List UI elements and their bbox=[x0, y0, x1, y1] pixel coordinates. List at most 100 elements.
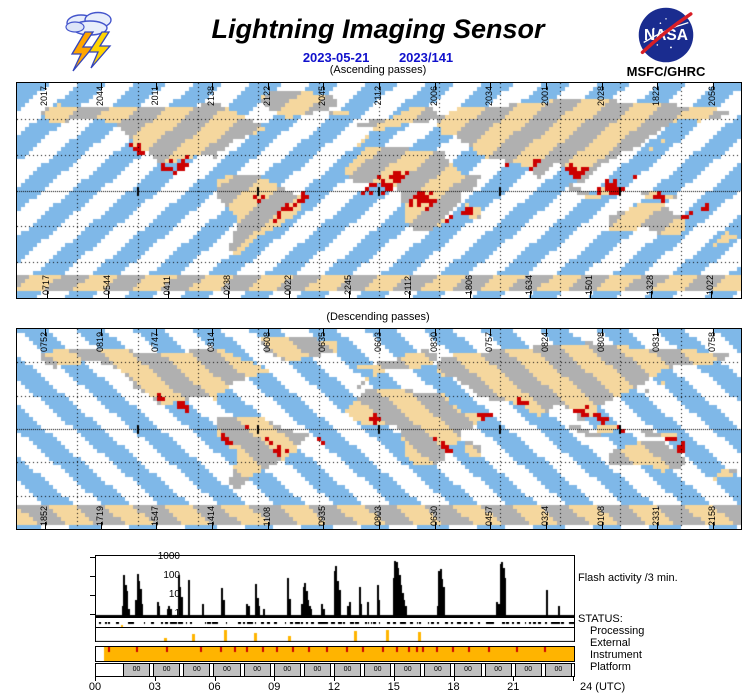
orbit-label-top: 0635 bbox=[318, 332, 327, 352]
orbit-block: 00 bbox=[454, 664, 481, 676]
orbit-label-top: 0757 bbox=[485, 332, 494, 352]
orbit-label-bottom: 1852 bbox=[40, 506, 49, 526]
orbit-label-top: 0824 bbox=[541, 332, 550, 352]
orbit-label-top: 2017 bbox=[40, 86, 49, 106]
orbit-label-top: 0831 bbox=[652, 332, 661, 352]
nasa-center-label: MSFC/GHRC bbox=[620, 64, 712, 79]
legend-processing: Processing bbox=[590, 625, 644, 637]
orbit-block: 00 bbox=[213, 664, 240, 676]
orbit-label-bottom: 1022 bbox=[706, 275, 715, 295]
orbit-label-top: 2028 bbox=[597, 86, 606, 106]
orbit-label-top: 1822 bbox=[652, 86, 661, 106]
orbit-block: 00 bbox=[334, 664, 361, 676]
page-header: Lightning Imaging Sensor 2023-05-21 2023… bbox=[0, 0, 756, 78]
hour-axis-label: 03 bbox=[140, 681, 170, 693]
orbit-block: 00 bbox=[304, 664, 331, 676]
orbit-label-bottom: 1328 bbox=[646, 275, 655, 295]
orbit-label-bottom: 2331 bbox=[652, 506, 661, 526]
platform-status-canvas bbox=[96, 647, 574, 661]
orbit-label-bottom: 1501 bbox=[585, 275, 594, 295]
orbit-label-bottom: 1806 bbox=[465, 275, 474, 295]
orbit-label-top: 2044 bbox=[96, 86, 105, 106]
orbit-label-top: 2034 bbox=[485, 86, 494, 106]
y-axis-tick-mark bbox=[90, 576, 95, 577]
orbit-label-top: 0747 bbox=[151, 332, 160, 352]
utc-axis-label: 24 (UTC) bbox=[580, 681, 625, 693]
orbit-block: 00 bbox=[424, 664, 451, 676]
orbit-label-bottom: 0717 bbox=[42, 275, 51, 295]
y-axis-tick-label: 100 bbox=[140, 570, 180, 581]
svg-text:NASA: NASA bbox=[644, 27, 688, 44]
orbit-label-bottom: 0544 bbox=[103, 275, 112, 295]
orbit-label-bottom: 1719 bbox=[96, 506, 105, 526]
descending-pass-map: 0752 0819 0747 0814 0608 0635 0603 0830 0757 0824… bbox=[16, 328, 742, 530]
orbit-block: 00 bbox=[183, 664, 210, 676]
orbit-label-top: 0808 bbox=[597, 332, 606, 352]
y-axis-tick-label: 1000 bbox=[140, 551, 180, 562]
y-axis-tick-mark bbox=[90, 614, 95, 615]
ascending-pass-map: 2017 2044 2011 2138 2122 2045 2112 2006 2034 2001… bbox=[16, 82, 742, 299]
orbit-block: 00 bbox=[244, 664, 271, 676]
orbit-label-top: 0608 bbox=[263, 332, 272, 352]
status-row-platform bbox=[95, 646, 575, 662]
orbit-label-top: 0819 bbox=[96, 332, 105, 352]
legend-platform: Platform bbox=[590, 661, 631, 673]
hour-axis-label: 00 bbox=[80, 681, 110, 693]
external-status-canvas bbox=[96, 628, 574, 642]
legend-instrument: Instrument bbox=[590, 649, 642, 661]
orbit-label-bottom: 0935 bbox=[318, 506, 327, 526]
legend-external: External bbox=[590, 637, 630, 649]
nasa-logo-block: NASA MSFC/GHRC bbox=[620, 4, 712, 76]
status-row-external bbox=[95, 627, 575, 643]
orbit-label-bottom: 0457 bbox=[485, 506, 494, 526]
orbit-label-top: 2056 bbox=[708, 86, 717, 106]
orbit-label-bottom: 0411 bbox=[163, 276, 172, 295]
orbit-label-top: 2011 bbox=[151, 86, 160, 105]
orbit-label-top: 0603 bbox=[374, 332, 383, 352]
orbit-label-top: 2006 bbox=[430, 86, 439, 106]
orbit-label-top: 0814 bbox=[207, 332, 216, 352]
y-axis-tick-mark bbox=[90, 595, 95, 596]
orbit-label-bottom: 1634 bbox=[525, 275, 534, 295]
orbit-label-top: 2045 bbox=[318, 86, 327, 106]
orbit-label-bottom: 0238 bbox=[223, 275, 232, 295]
orbit-block: 00 bbox=[485, 664, 512, 676]
hour-axis-label: 06 bbox=[200, 681, 230, 693]
orbit-label-top: 0830 bbox=[430, 332, 439, 352]
hour-axis-label: 21 bbox=[498, 681, 528, 693]
orbit-label-top: 2001 bbox=[541, 86, 550, 106]
activity-status-panel: Flash activity /3 min. STATUS: Processin… bbox=[0, 545, 756, 680]
orbit-label-top: 2112 bbox=[374, 86, 383, 105]
orbit-label-bottom: 2158 bbox=[708, 506, 717, 526]
status-legend-label: STATUS: bbox=[578, 613, 623, 625]
orbit-timeline-bar: 00 00 00 00 00 00 00 00 00 00 00 00 00 00 00 bbox=[95, 663, 575, 677]
y-axis-tick-label: 10 bbox=[140, 589, 180, 600]
flash-activity-canvas bbox=[96, 556, 574, 616]
orbit-label-bottom: 0630 bbox=[430, 506, 439, 526]
y-axis-tick-mark bbox=[90, 557, 95, 558]
hour-tick-mark bbox=[573, 676, 574, 681]
date-iso: 2023-05-21 bbox=[303, 50, 370, 65]
orbit-block: 00 bbox=[123, 664, 150, 676]
nasa-meatball-icon: NASA bbox=[635, 4, 697, 66]
orbit-label-bottom: 1108 bbox=[263, 507, 272, 526]
orbit-label-top: 0752 bbox=[40, 332, 49, 352]
ascending-map-canvas bbox=[17, 83, 741, 298]
orbit-block: 00 bbox=[364, 664, 391, 676]
date-day-of-year: 2023/141 bbox=[399, 50, 453, 65]
orbit-block: 00 bbox=[545, 664, 572, 676]
descending-passes-caption: (Descending passes) bbox=[0, 311, 756, 323]
orbit-label-top: 2138 bbox=[207, 86, 216, 106]
orbit-label-bottom: 0022 bbox=[284, 275, 293, 295]
hour-axis-label: 09 bbox=[259, 681, 289, 693]
descending-map-canvas bbox=[17, 329, 741, 529]
y-axis-tick-label: 1 bbox=[140, 608, 180, 619]
orbit-block: 00 bbox=[153, 664, 180, 676]
orbit-label-bottom: 1414 bbox=[207, 506, 216, 526]
orbit-label-bottom: 0108 bbox=[597, 506, 606, 526]
orbit-label-bottom: 2112 bbox=[404, 276, 413, 295]
orbit-label-top: 0758 bbox=[708, 332, 717, 352]
hour-axis-label: 18 bbox=[439, 681, 469, 693]
orbit-label-bottom: 2245 bbox=[344, 275, 353, 295]
flash-activity-legend-label: Flash activity /3 min. bbox=[578, 572, 678, 584]
